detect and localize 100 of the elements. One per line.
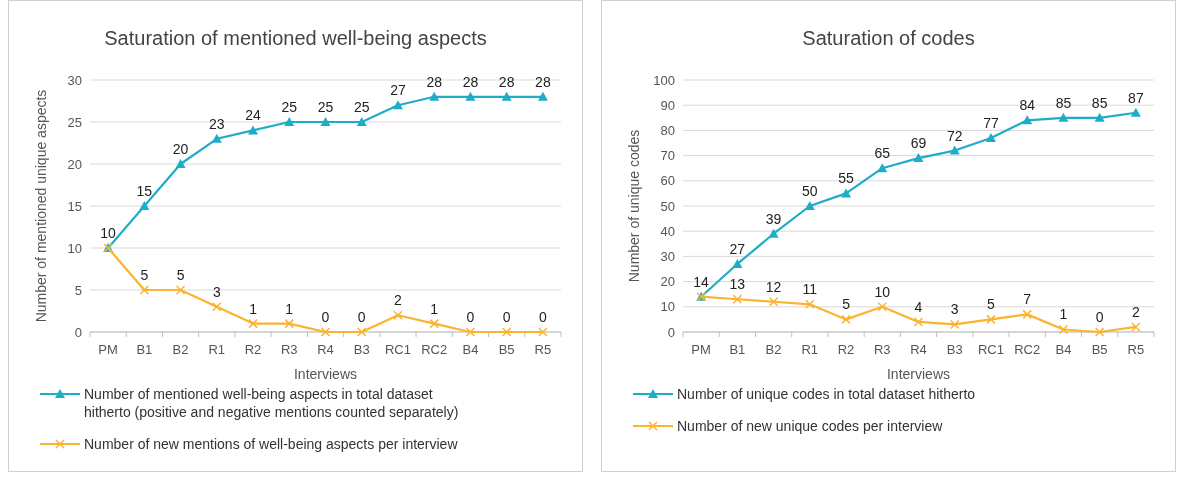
y-tick-label: 0 xyxy=(74,324,82,340)
data-label: 1 xyxy=(430,300,439,317)
y-tick-label: 15 xyxy=(67,198,82,214)
x-tick-label: RC1 xyxy=(977,342,1004,357)
data-label: 28 xyxy=(535,73,551,90)
data-label: 5 xyxy=(842,296,851,313)
data-label: 5 xyxy=(987,296,996,313)
y-tick-label: 5 xyxy=(74,282,82,298)
data-label: 25 xyxy=(281,99,298,115)
x-tick-label: R1 xyxy=(801,342,819,357)
y-tick-label: 100 xyxy=(653,72,675,88)
data-label: 1 xyxy=(285,300,294,317)
x-tick-label: R5 xyxy=(1127,342,1145,357)
x-tick-label: B5 xyxy=(1091,342,1108,357)
data-label: 0 xyxy=(357,309,366,325)
data-label: 25 xyxy=(353,99,370,115)
data-label: 3 xyxy=(212,283,221,300)
data-label: 1 xyxy=(1059,306,1068,323)
data-label: 25 xyxy=(317,99,334,115)
y-axis-title: Number of unique codes xyxy=(626,129,642,283)
data-label: 27 xyxy=(390,82,406,99)
y-tick-label: 10 xyxy=(660,299,675,315)
data-label: 28 xyxy=(462,73,479,90)
y-tick-label: 60 xyxy=(660,173,675,189)
data-label: 87 xyxy=(1128,89,1144,106)
y-tick-label: 70 xyxy=(660,148,675,164)
x-tick-label: B2 xyxy=(765,342,782,357)
data-label: 55 xyxy=(838,170,855,187)
legend-label: Number of new unique codes per interview xyxy=(677,417,944,434)
data-label: 85 xyxy=(1055,94,1072,111)
data-label: 27 xyxy=(729,240,746,257)
y-axis-title: Number of mentioned unique aspects xyxy=(33,89,49,323)
data-label: 39 xyxy=(765,210,782,227)
data-label: 28 xyxy=(498,73,515,90)
x-tick-label: RC1 xyxy=(384,342,411,357)
data-label: 23 xyxy=(209,115,225,132)
data-label: 15 xyxy=(136,183,153,199)
data-label: 0 xyxy=(466,309,475,325)
data-label: 12 xyxy=(765,278,782,295)
data-label: 0 xyxy=(1095,309,1104,325)
chart-title: Saturation of codes xyxy=(802,27,975,49)
data-label: 14 xyxy=(693,273,710,290)
y-tick-label: 30 xyxy=(660,248,675,264)
x-tick-label: B3 xyxy=(946,342,963,357)
x-tick-label: R3 xyxy=(280,342,298,357)
data-label: 72 xyxy=(946,127,963,144)
data-label: 24 xyxy=(245,107,262,124)
data-label: 1 xyxy=(249,300,258,317)
x-tick-label: B2 xyxy=(172,342,189,357)
data-label: 69 xyxy=(910,135,927,152)
legend-label: Number of new mentions of well-being aspects per interview xyxy=(84,435,459,452)
y-tick-label: 0 xyxy=(667,324,675,340)
x-tick-label: B1 xyxy=(136,342,153,357)
data-label: 10 xyxy=(874,283,891,300)
y-tick-label: 90 xyxy=(660,97,675,113)
y-tick-label: 10 xyxy=(67,240,82,256)
data-label: 10 xyxy=(100,225,117,241)
data-label: 2 xyxy=(394,292,403,309)
data-label: 65 xyxy=(874,145,891,162)
x-tick-label: PM xyxy=(98,342,118,357)
data-label: 5 xyxy=(176,267,185,283)
data-label: 7 xyxy=(1023,291,1032,308)
data-label: 13 xyxy=(729,276,746,293)
x-tick-label: R4 xyxy=(317,342,334,357)
y-tick-label: 40 xyxy=(660,223,675,239)
data-label: 0 xyxy=(321,309,330,325)
legend-label: Number of unique codes in total dataset hitherto xyxy=(677,385,976,402)
data-label: 20 xyxy=(172,141,189,157)
data-label: 85 xyxy=(1091,94,1108,111)
data-label: 5 xyxy=(140,267,149,283)
chart-title: Saturation of mentioned well-being aspects xyxy=(104,27,487,49)
data-label: 0 xyxy=(538,309,547,325)
x-tick-label: R1 xyxy=(208,342,226,357)
x-tick-label: B5 xyxy=(498,342,515,357)
data-label: 3 xyxy=(950,301,959,318)
x-tick-label: R2 xyxy=(837,342,855,357)
y-tick-label: 50 xyxy=(660,198,675,214)
x-tick-label: R5 xyxy=(534,342,552,357)
data-label: 84 xyxy=(1019,97,1036,114)
x-tick-label: B1 xyxy=(729,342,746,357)
x-tick-label: R2 xyxy=(244,342,262,357)
y-tick-label: 25 xyxy=(67,114,82,130)
x-tick-label: B3 xyxy=(353,342,370,357)
x-tick-label: R3 xyxy=(873,342,891,357)
x-tick-label: R4 xyxy=(910,342,927,357)
x-tick-label: PM xyxy=(691,342,711,357)
x-tick-label: RC2 xyxy=(1014,342,1041,357)
data-label: 4 xyxy=(914,298,923,315)
y-tick-label: 20 xyxy=(67,156,82,172)
data-label: 50 xyxy=(802,183,818,199)
x-axis-title: Interviews xyxy=(886,366,951,382)
x-axis-title: Interviews xyxy=(293,366,358,382)
data-label: 77 xyxy=(983,114,999,131)
y-tick-label: 30 xyxy=(67,72,82,88)
y-tick-label: 20 xyxy=(660,274,675,290)
data-label: 11 xyxy=(802,281,818,298)
x-tick-label: RC2 xyxy=(421,342,448,357)
x-tick-label: B4 xyxy=(462,342,479,357)
data-label: 2 xyxy=(1131,303,1140,320)
x-tick-label: B4 xyxy=(1055,342,1072,357)
